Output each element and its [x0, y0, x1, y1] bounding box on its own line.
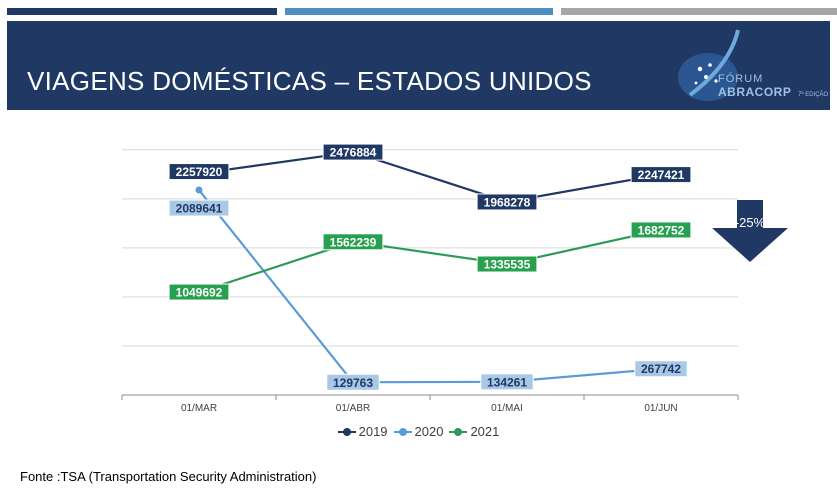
- data-label-2021: 1049692: [168, 283, 230, 301]
- down-arrow-icon: [712, 200, 788, 262]
- svg-text:1335535: 1335535: [484, 258, 531, 272]
- series-line-2019: [198, 150, 662, 204]
- legend-item-2021: 2021: [449, 424, 499, 439]
- chart-legend: 2019 2020 2021: [0, 424, 837, 439]
- data-label-2021: 1562239: [322, 233, 384, 251]
- data-label-2021: 1682752: [630, 221, 692, 239]
- legend-label-2021: 2021: [470, 424, 500, 439]
- data-labels: 2257920 2476884 1968278 2247421 2089641 12976…: [168, 143, 692, 391]
- x-tick-label: 01/ABR: [336, 403, 370, 414]
- data-label-2019: 2257920: [168, 163, 230, 181]
- svg-text:1049692: 1049692: [176, 286, 223, 300]
- svg-text:2247421: 2247421: [638, 168, 685, 182]
- svg-text:129763: 129763: [333, 376, 373, 390]
- logo-text-forum: FÓRUM: [718, 73, 764, 85]
- data-label-2021: 1335535: [476, 255, 538, 273]
- data-label-2020: 267742: [634, 360, 688, 378]
- svg-text:2257920: 2257920: [176, 165, 223, 179]
- svg-text:1682752: 1682752: [638, 223, 685, 237]
- data-label-2020: 129763: [326, 373, 380, 391]
- logo-emblem-icon: [678, 29, 740, 101]
- data-label-2019: 2476884: [322, 143, 384, 161]
- forum-abracorp-logo: FÓRUM ABRACORP 7ª EDIÇÃO: [670, 25, 828, 105]
- legend-label-2019: 2019: [358, 424, 388, 439]
- x-axis-labels: 01/MAR 01/ABR 01/MAI 01/JUN: [181, 403, 678, 414]
- svg-text:134261: 134261: [487, 375, 527, 389]
- x-tick-label: 01/MAI: [491, 403, 523, 414]
- data-point-2020: [195, 186, 203, 194]
- logo-text-edition: 7ª EDIÇÃO: [798, 92, 829, 98]
- x-tick-label: 01/JUN: [644, 403, 677, 414]
- legend-item-2020: 2020: [393, 424, 444, 439]
- legend-label-2020: 2020: [414, 424, 444, 439]
- data-label-2020: 134261: [480, 373, 534, 391]
- data-label-2019: 1968278: [476, 193, 538, 211]
- slide-title: VIAGENS DOMÉSTICAS – ESTADOS UNIDOS: [27, 66, 592, 96]
- top-accent-bar-navy: [7, 8, 277, 15]
- slide-header: VIAGENS DOMÉSTICAS – ESTADOS UNIDOS FÓRU…: [7, 21, 830, 110]
- logo-text-abracorp: ABRACORP: [718, 85, 792, 99]
- svg-text:1968278: 1968278: [484, 195, 531, 209]
- svg-text:2476884: 2476884: [330, 146, 377, 160]
- svg-text:1562239: 1562239: [330, 235, 377, 249]
- series-line-2020: [198, 189, 662, 384]
- top-accent-bar-gray: [561, 8, 837, 15]
- svg-text:2089641: 2089641: [176, 202, 223, 216]
- legend-marker-2019: [337, 427, 356, 437]
- data-label-2020: 2089641: [168, 199, 230, 217]
- source-note: Fonte :TSA (Transportation Security Admi…: [20, 469, 317, 484]
- legend-marker-2021: [449, 427, 468, 437]
- legend-marker-2020: [393, 427, 412, 437]
- series-lines: [195, 148, 665, 386]
- change-annotation: -25%: [712, 200, 788, 262]
- series-line-2021: [198, 228, 662, 294]
- top-accent-bar-blue: [285, 8, 553, 15]
- data-label-2019: 2247421: [630, 166, 692, 184]
- legend-item-2019: 2019: [337, 424, 388, 439]
- svg-text:267742: 267742: [641, 362, 681, 376]
- x-tick-label: 01/MAR: [181, 403, 217, 414]
- change-percent-label: -25%: [735, 215, 766, 230]
